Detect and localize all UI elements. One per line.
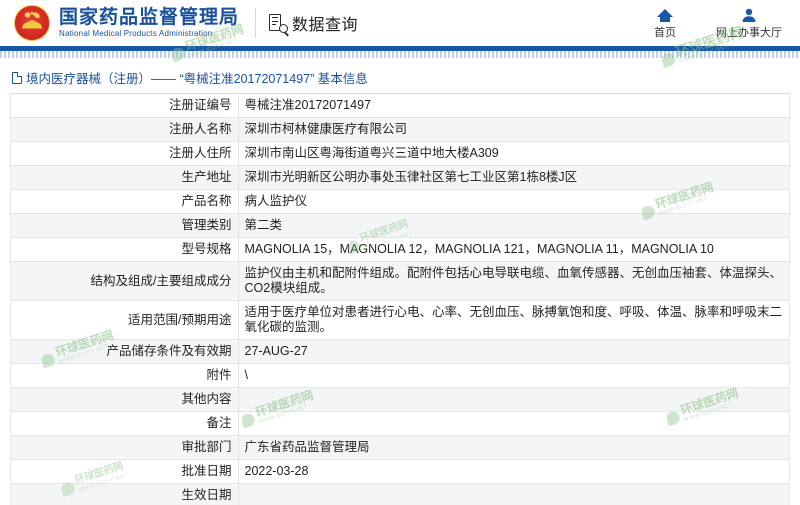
row-value: 第二类 [238, 213, 789, 238]
table-row: 注册人名称 深圳市柯林健康医疗有限公司 [11, 117, 789, 142]
table-row: 注册人住所 深圳市南山区粤海街道粤兴三道中地大楼A309 [11, 141, 789, 166]
table-row: 批准日期 2022-03-28 [11, 459, 789, 484]
table-row: 生产地址 深圳市光明新区公明办事处玉律社区第七工业区第1栋8楼J区 [11, 165, 789, 190]
row-value [238, 387, 789, 412]
row-label: 注册人住所 [11, 141, 239, 166]
table-body: 注册证编号 粤械注准20172071497 注册人名称 深圳市柯林健康医疗有限公… [11, 94, 789, 505]
table-row: 审批部门 广东省药品监督管理局 [11, 435, 789, 460]
page-document-icon [12, 71, 22, 84]
row-value: 深圳市光明新区公明办事处玉律社区第七工业区第1栋8楼J区 [238, 165, 789, 190]
table-row: 生效日期 [11, 483, 789, 505]
table-row: 适用范围/预期用途 适用于医疗单位对患者进行心电、心率、无创血压、脉搏氧饱和度、… [11, 300, 789, 340]
row-value: 27-AUG-27 [238, 339, 789, 364]
table-row: 备注 [11, 411, 789, 436]
table-row: 产品储存条件及有效期 27-AUG-27 [11, 339, 789, 364]
document-search-icon [269, 13, 289, 37]
row-label: 其他内容 [11, 387, 239, 412]
brand-title-en: National Medical Products Administration [59, 29, 213, 38]
row-value: 深圳市柯林健康医疗有限公司 [238, 117, 789, 142]
header-dotted-bar [0, 51, 800, 58]
nav-label-home: 首页 [654, 27, 676, 39]
header-nav: 首页 网上办事大厅 [636, 6, 800, 40]
row-label: 结构及组成/主要组成成分 [11, 261, 239, 301]
row-label: 生产地址 [11, 165, 239, 190]
row-value [238, 411, 789, 436]
row-value: 广东省药品监督管理局 [238, 435, 789, 460]
row-value: 病人监护仪 [238, 189, 789, 214]
nav-label-service-hall: 网上办事大厅 [716, 27, 782, 39]
row-value: 适用于医疗单位对患者进行心电、心率、无创血压、脉搏氧饱和度、呼吸、体温、脉率和呼… [238, 300, 789, 340]
row-value: 深圳市南山区粤海街道粤兴三道中地大楼A309 [238, 141, 789, 166]
home-icon [656, 6, 674, 24]
row-label: 审批部门 [11, 435, 239, 460]
row-label: 备注 [11, 411, 239, 436]
table-row: 结构及组成/主要组成成分 监护仪由主机和配附件组成。配附件包括心电导联电缆、血氧… [11, 261, 789, 301]
brand-title-cn: 国家药品监督管理局 [59, 7, 240, 28]
table-row: 附件 \ [11, 363, 789, 388]
row-label: 生效日期 [11, 483, 239, 505]
row-label: 适用范围/预期用途 [11, 300, 239, 340]
table-row: 产品名称 病人监护仪 [11, 189, 789, 214]
nav-item-home[interactable]: 首页 [636, 6, 694, 40]
breadcrumb: 境内医疗器械（注册）—— “粤械注准20172071497” 基本信息 [12, 68, 800, 87]
row-label: 附件 [11, 363, 239, 388]
row-value: \ [238, 363, 789, 388]
row-label: 注册人名称 [11, 117, 239, 142]
header-divider [255, 8, 257, 38]
row-label: 产品名称 [11, 189, 239, 214]
header-accent-bar [0, 46, 800, 51]
row-value: 监护仪由主机和配附件组成。配附件包括心电导联电缆、血氧传感器、无创血压袖套、体温… [238, 261, 789, 301]
breadcrumb-area: 境内医疗器械（注册）—— “粤械注准20172071497” 基本信息 [0, 58, 800, 93]
national-emblem-icon [14, 5, 50, 41]
site-brand: 国家药品监督管理局 National Medical Products Admi… [59, 7, 239, 39]
row-label: 管理类别 [11, 213, 239, 238]
row-value: 粤械注准20172071497 [238, 94, 789, 118]
user-service-icon [740, 6, 758, 24]
row-value: MAGNOLIA 15，MAGNOLIA 12，MAGNOLIA 121，MAG… [238, 237, 789, 262]
row-value: 2022-03-28 [238, 459, 789, 484]
registration-info-table: 注册证编号 粤械注准20172071497 注册人名称 深圳市柯林健康医疗有限公… [11, 94, 789, 505]
row-value [238, 483, 789, 505]
row-label: 产品储存条件及有效期 [11, 339, 239, 364]
breadcrumb-text: 境内医疗器械（注册）—— “粤械注准20172071497” 基本信息 [26, 72, 368, 86]
table-row: 其他内容 [11, 387, 789, 412]
row-label: 型号规格 [11, 237, 239, 262]
row-label: 注册证编号 [11, 94, 239, 118]
data-query-link[interactable]: 数据查询 [269, 11, 359, 37]
nav-item-service-hall[interactable]: 网上办事大厅 [716, 6, 782, 40]
site-header: 国家药品监督管理局 National Medical Products Admi… [0, 0, 800, 46]
row-label: 批准日期 [11, 459, 239, 484]
registration-info-table-wrap: 注册证编号 粤械注准20172071497 注册人名称 深圳市柯林健康医疗有限公… [10, 93, 790, 505]
data-query-label: 数据查询 [292, 17, 359, 34]
table-row: 注册证编号 粤械注准20172071497 [11, 94, 789, 118]
table-row: 管理类别 第二类 [11, 213, 789, 238]
table-row: 型号规格 MAGNOLIA 15，MAGNOLIA 12，MAGNOLIA 12… [11, 237, 789, 262]
